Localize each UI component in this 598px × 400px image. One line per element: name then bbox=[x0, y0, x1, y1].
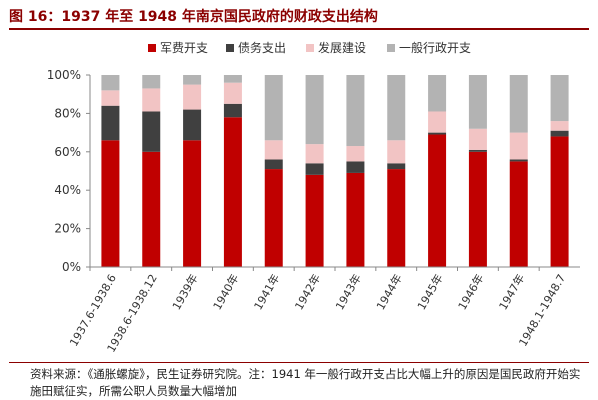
bar-segment-1-0 bbox=[142, 151, 161, 267]
title-divider bbox=[9, 28, 589, 30]
x-tick-label-8: 1945年 bbox=[414, 272, 446, 313]
bar-segment-4-0 bbox=[264, 169, 283, 267]
bar-segment-11-3 bbox=[550, 75, 569, 122]
y-tick-label-5: 100% bbox=[47, 68, 81, 82]
x-tick-label-4: 1941年 bbox=[251, 272, 283, 313]
y-tick-label-3: 60% bbox=[54, 145, 81, 159]
bar-segment-11-1 bbox=[550, 130, 569, 137]
x-tick-label-7: 1944年 bbox=[373, 272, 405, 313]
bar-segment-0-2 bbox=[101, 90, 120, 106]
bar-segment-3-2 bbox=[223, 82, 242, 104]
bar-segment-10-3 bbox=[509, 75, 528, 133]
source-note: 资料来源：《通胀螺旋》，民生证券研究院。注：1941 年一般行政开支占比大幅上升… bbox=[30, 367, 581, 398]
legend-swatch-0 bbox=[148, 44, 156, 52]
x-tick-label-5: 1942年 bbox=[292, 272, 324, 313]
bar-segment-3-0 bbox=[223, 117, 242, 268]
legend-swatch-3 bbox=[387, 44, 395, 52]
bar-segment-10-2 bbox=[509, 132, 528, 160]
bar-segment-2-1 bbox=[183, 109, 202, 141]
y-tick-label-1: 20% bbox=[54, 222, 81, 236]
legend-swatch-2 bbox=[306, 44, 314, 52]
y-tick-label-4: 80% bbox=[54, 106, 81, 120]
bar-segment-11-2 bbox=[550, 121, 569, 131]
bar-segment-7-1 bbox=[387, 163, 406, 170]
bar-segment-10-0 bbox=[509, 161, 528, 267]
bar-segment-3-1 bbox=[223, 103, 242, 118]
bar-segment-6-0 bbox=[346, 172, 365, 267]
bar-segment-8-0 bbox=[428, 134, 447, 267]
x-tick-label-3: 1940年 bbox=[210, 272, 242, 313]
bar-segment-5-3 bbox=[305, 75, 324, 145]
bar-segment-11-0 bbox=[550, 136, 569, 267]
chart-title: 图 16：1937 年至 1948 年南京国民政府的财政支出结构 bbox=[9, 9, 378, 25]
bar-segment-4-3 bbox=[264, 75, 283, 141]
bar-segment-6-2 bbox=[346, 146, 365, 162]
bar-segment-9-1 bbox=[468, 149, 487, 152]
bar-segment-7-0 bbox=[387, 169, 406, 267]
bar-segment-5-1 bbox=[305, 163, 324, 175]
chart-legend: 军费开支 债务支出 发展建设 一般行政开支 bbox=[148, 40, 471, 55]
bar-segment-7-3 bbox=[387, 75, 406, 141]
bar-segment-1-2 bbox=[142, 88, 161, 112]
y-tick-label-0: 0% bbox=[62, 260, 81, 274]
x-tick-label-9: 1946年 bbox=[455, 271, 487, 312]
y-axis: 0% 20% 40% 60% 80% 100% bbox=[47, 68, 91, 274]
bar-segment-0-1 bbox=[101, 105, 120, 141]
bar-segment-1-3 bbox=[142, 75, 161, 89]
bar-segment-4-2 bbox=[264, 140, 283, 160]
bar-segment-0-0 bbox=[101, 140, 120, 267]
bar-segment-7-2 bbox=[387, 140, 406, 164]
bar-segment-9-0 bbox=[468, 151, 487, 267]
y-tick-label-2: 40% bbox=[54, 183, 81, 197]
x-tick-label-2: 1939年 bbox=[169, 272, 201, 313]
bar-segment-3-3 bbox=[223, 75, 242, 83]
bars bbox=[101, 75, 569, 268]
bar-segment-10-1 bbox=[509, 159, 528, 162]
bar-segment-6-3 bbox=[346, 75, 365, 147]
x-tick-label-10: 1947年 bbox=[496, 272, 528, 313]
stacked-bar-chart: 军费开支 债务支出 发展建设 一般行政开支 0% 20% 40% 60% 80% 100% 19… bbox=[47, 40, 580, 355]
bar-segment-9-3 bbox=[468, 75, 487, 129]
bar-segment-2-3 bbox=[183, 75, 202, 85]
bar-segment-9-2 bbox=[468, 128, 487, 150]
bar-segment-1-1 bbox=[142, 111, 161, 152]
bar-segment-2-0 bbox=[183, 140, 202, 267]
bar-segment-4-1 bbox=[264, 159, 283, 170]
bar-segment-8-3 bbox=[428, 75, 447, 112]
bar-segment-5-0 bbox=[305, 174, 324, 267]
bar-segment-2-2 bbox=[183, 84, 202, 110]
bar-segment-5-2 bbox=[305, 144, 324, 164]
footer-divider bbox=[9, 362, 589, 363]
legend-swatch-1 bbox=[226, 44, 234, 52]
legend-label-2: 发展建设 bbox=[318, 40, 366, 55]
legend-label-3: 一般行政开支 bbox=[399, 40, 471, 55]
x-tick-label-6: 1943年 bbox=[332, 272, 364, 313]
bar-segment-8-2 bbox=[428, 111, 447, 133]
legend-label-1: 债务支出 bbox=[238, 40, 286, 55]
bar-segment-8-1 bbox=[428, 132, 447, 135]
bar-segment-0-3 bbox=[101, 75, 120, 91]
legend-label-0: 军费开支 bbox=[160, 41, 208, 55]
bar-segment-6-1 bbox=[346, 161, 365, 173]
